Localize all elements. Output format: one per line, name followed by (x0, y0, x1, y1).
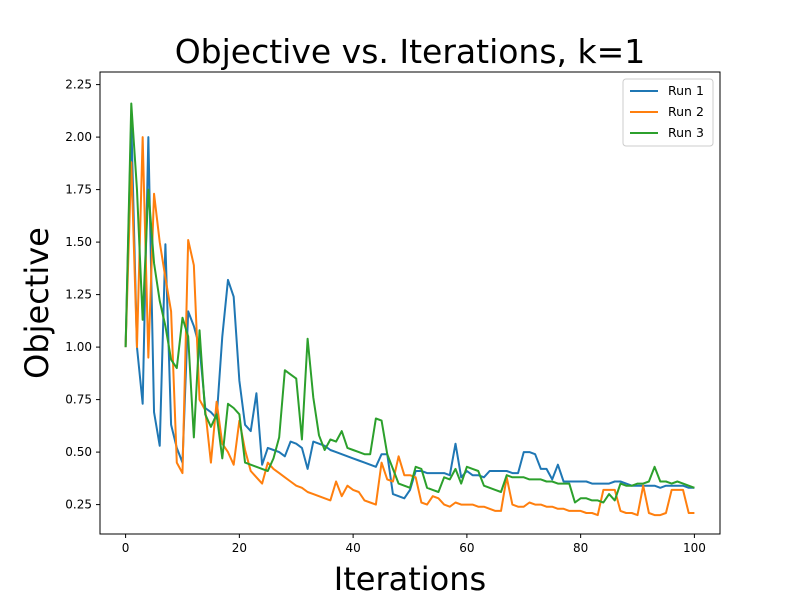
y-tick-label: 1.00 (65, 340, 92, 354)
chart-title: Objective vs. Iterations, k=1 (175, 32, 646, 71)
series-layer (124, 102, 695, 517)
legend: Run 1 Run 2 Run 3 (622, 78, 714, 147)
legend-label-run-1: Run 1 (668, 83, 704, 98)
y-tick-label: 1.75 (65, 183, 92, 197)
y-tick-label: 1.25 (65, 288, 92, 302)
x-axis-ticks: 0 20 40 60 80 100 (122, 534, 706, 555)
y-tick-label: 1.50 (65, 235, 92, 249)
series-line-run-3 (124, 102, 695, 504)
plot-frame (99, 71, 721, 535)
x-axis-label: Iterations (334, 560, 486, 598)
legend-box (622, 78, 714, 147)
y-tick-label: 0.25 (65, 498, 92, 512)
x-tick-label: 60 (459, 541, 474, 555)
y-tick-label: 0.50 (65, 445, 92, 459)
legend-label-run-2: Run 2 (668, 104, 704, 119)
y-tick-label: 2.00 (65, 130, 92, 144)
x-tick-label: 40 (345, 541, 360, 555)
y-tick-label: 2.25 (65, 78, 92, 92)
legend-label-run-3: Run 3 (668, 125, 704, 140)
y-tick-label: 0.75 (65, 393, 92, 407)
x-tick-label: 100 (683, 541, 706, 555)
x-tick-label: 80 (573, 541, 588, 555)
x-tick-label: 20 (232, 541, 247, 555)
x-tick-label: 0 (122, 541, 130, 555)
series-line-run-1 (124, 119, 695, 500)
y-axis-label: Objective (18, 227, 56, 379)
series-line-run-2 (124, 136, 695, 517)
y-axis-ticks: 0.25 0.50 0.75 1.00 1.25 1.50 1.75 2.00 2.25 (65, 78, 100, 512)
